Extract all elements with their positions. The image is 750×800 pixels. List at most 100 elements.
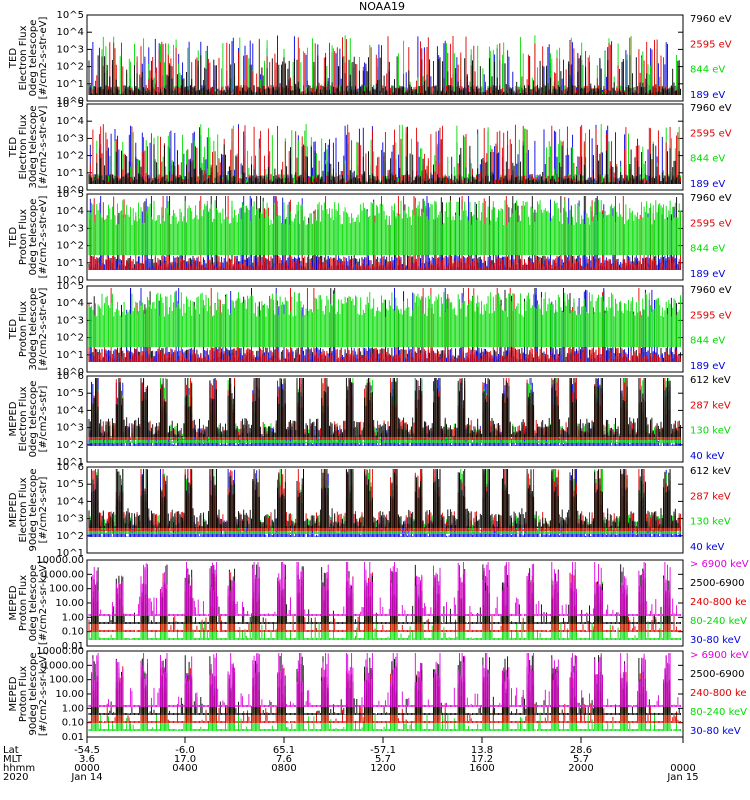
y-tick-label: 10^0 — [57, 185, 84, 196]
chart-title: NOAA19 — [359, 0, 405, 13]
y-axis-label: MEPEDProton Flux90deg telescope[#/cm2-s-… — [8, 652, 49, 736]
legend-entry: 287 keV — [690, 491, 731, 502]
x-tick-label: 17.0 — [174, 754, 196, 765]
y-label-line: [#/cm2-s-str-eV] — [38, 17, 49, 100]
y-tick-label: 0.01 — [62, 641, 84, 652]
x-row-label: hhmm — [3, 763, 35, 774]
x-tick-label: 13.8 — [471, 745, 493, 756]
panel-data — [88, 469, 681, 537]
y-label-line: 30deg telescope — [28, 105, 39, 188]
y-axis-label: MEPEDElectron Flux90deg telescope[#/cm2-… — [8, 468, 49, 551]
series-1 — [88, 144, 681, 184]
y-axis-label: TEDProton Flux30deg telescope[#/cm2-s-st… — [8, 287, 49, 370]
x-tick-label: 0000 — [670, 763, 695, 774]
y-tick-label: 10^1 — [57, 457, 84, 468]
series-1 — [88, 378, 681, 437]
y-label-line: 90deg telescope — [28, 468, 39, 551]
x-tick-label: -57.1 — [370, 745, 396, 756]
legend-entry: 240-800 ke — [690, 688, 747, 699]
y-tick-label: 10^5 — [57, 99, 84, 110]
x-tick-label: -6.0 — [175, 745, 195, 756]
legend-entry: 612 keV — [690, 466, 731, 477]
legend-entry: 7960 eV — [690, 193, 732, 204]
panel-3: TEDProton Flux0deg telescope[#/cm2-s-str… — [8, 189, 732, 286]
x-tick-label: 2000 — [568, 763, 593, 774]
panel-2: TEDElectron Flux30deg telescope[#/cm2-s-… — [8, 99, 732, 196]
y-label-line: [#/cm2-s-str-eV] — [38, 196, 49, 279]
y-label-line: TED — [8, 227, 19, 248]
legend-entry: 30-80 keV — [690, 726, 741, 737]
y-tick-label: 10^5 — [57, 479, 84, 490]
y-label-line: Proton Flux — [18, 666, 29, 722]
y-label-line: Proton Flux — [18, 209, 29, 265]
legend-entry: 80-240 keV — [690, 707, 747, 718]
panel-frame — [86, 466, 684, 554]
y-label-line: Proton Flux — [18, 575, 29, 631]
y-tick-label: 10^6 — [57, 462, 84, 473]
legend-entry: 189 eV — [690, 269, 725, 280]
y-tick-label: 10^1 — [57, 350, 84, 361]
y-label-line: MEPED — [8, 585, 19, 620]
y-tick-label: 10^2 — [57, 151, 84, 162]
legend-entry: 844 eV — [690, 244, 725, 255]
y-tick-label: 1000.00 — [43, 569, 84, 580]
y-tick-label: 10^4 — [57, 496, 84, 507]
y-tick-label: 10000.00 — [36, 555, 84, 566]
legend-entry: 2595 eV — [690, 128, 732, 139]
y-tick-label: 0.01 — [62, 732, 84, 743]
y-tick-label: 100.00 — [49, 675, 84, 686]
panel-data — [88, 653, 681, 731]
y-tick-label: 1.00 — [62, 612, 84, 623]
legend-entry: 80-240 keV — [690, 616, 747, 627]
y-tick-label: 100.00 — [49, 584, 84, 595]
x-tick-label: -54.5 — [74, 745, 100, 756]
y-tick-label: 10^4 — [57, 405, 84, 416]
panel-data — [88, 124, 681, 184]
y-label-line: TED — [8, 137, 19, 158]
x-row-label: 2020 — [3, 772, 28, 783]
panel-data — [88, 288, 681, 362]
y-label-line: Electron Flux — [18, 386, 29, 451]
x-tick-label: 65.1 — [273, 745, 295, 756]
y-label-line: 30deg telescope — [28, 287, 39, 370]
legend-entry: 2595 eV — [690, 218, 732, 229]
legend-entry: 2500-6900 — [690, 578, 745, 589]
legend-entry: 612 keV — [690, 375, 731, 386]
panel-frame — [86, 650, 684, 738]
y-label-line: [#/cm2-s-str-eV] — [38, 106, 49, 189]
legend-entry: 130 keV — [690, 517, 731, 528]
legend-entry: > 6900 keV — [690, 559, 749, 570]
legend-entry: 30-80 keV — [690, 635, 741, 646]
legend-entry: 240-800 ke — [690, 597, 747, 608]
legend-entry: 130 keV — [690, 426, 731, 437]
y-tick-label: 10^4 — [57, 298, 84, 309]
legend-entry: > 6900 keV — [690, 650, 749, 661]
y-tick-label: 10^2 — [57, 241, 84, 252]
legend-entry: 7960 eV — [690, 103, 732, 114]
y-axis-label: TEDElectron Flux30deg telescope[#/cm2-s-… — [8, 105, 49, 188]
y-tick-label: 10^0 — [57, 275, 84, 286]
y-tick-label: 10^5 — [57, 281, 84, 292]
legend-entry: 2595 eV — [690, 39, 732, 50]
y-tick-label: 10^0 — [57, 367, 84, 378]
legend-entry: 7960 eV — [690, 285, 732, 296]
panel-1: TEDElectron Flux0deg telescope[#/cm2-s-s… — [8, 10, 732, 107]
y-tick-label: 10^3 — [57, 315, 84, 326]
y-axis-label: MEPEDProton Flux0deg telescope[#/cm2-s-s… — [8, 561, 49, 645]
panel-frame — [86, 375, 684, 463]
y-tick-label: 10^1 — [57, 258, 84, 269]
legend-entry: 2595 eV — [690, 310, 732, 321]
y-tick-label: 1000.00 — [43, 660, 84, 671]
y-tick-label: 10^3 — [57, 44, 84, 55]
y-axis-label: MEPEDElectron Flux0deg telescope[#/cm2-s… — [8, 381, 49, 458]
panel-data — [88, 378, 681, 446]
x-tick-label: 0000 — [74, 763, 99, 774]
y-tick-label: 0.10 — [62, 718, 84, 729]
legend-entry: 40 keV — [690, 451, 724, 462]
y-tick-label: 0.10 — [62, 627, 84, 638]
panel-4: TEDProton Flux30deg telescope[#/cm2-s-st… — [8, 281, 732, 378]
series-3 — [88, 200, 681, 255]
series-1 — [88, 562, 681, 616]
x-tick-label: Jan 15 — [666, 772, 698, 783]
